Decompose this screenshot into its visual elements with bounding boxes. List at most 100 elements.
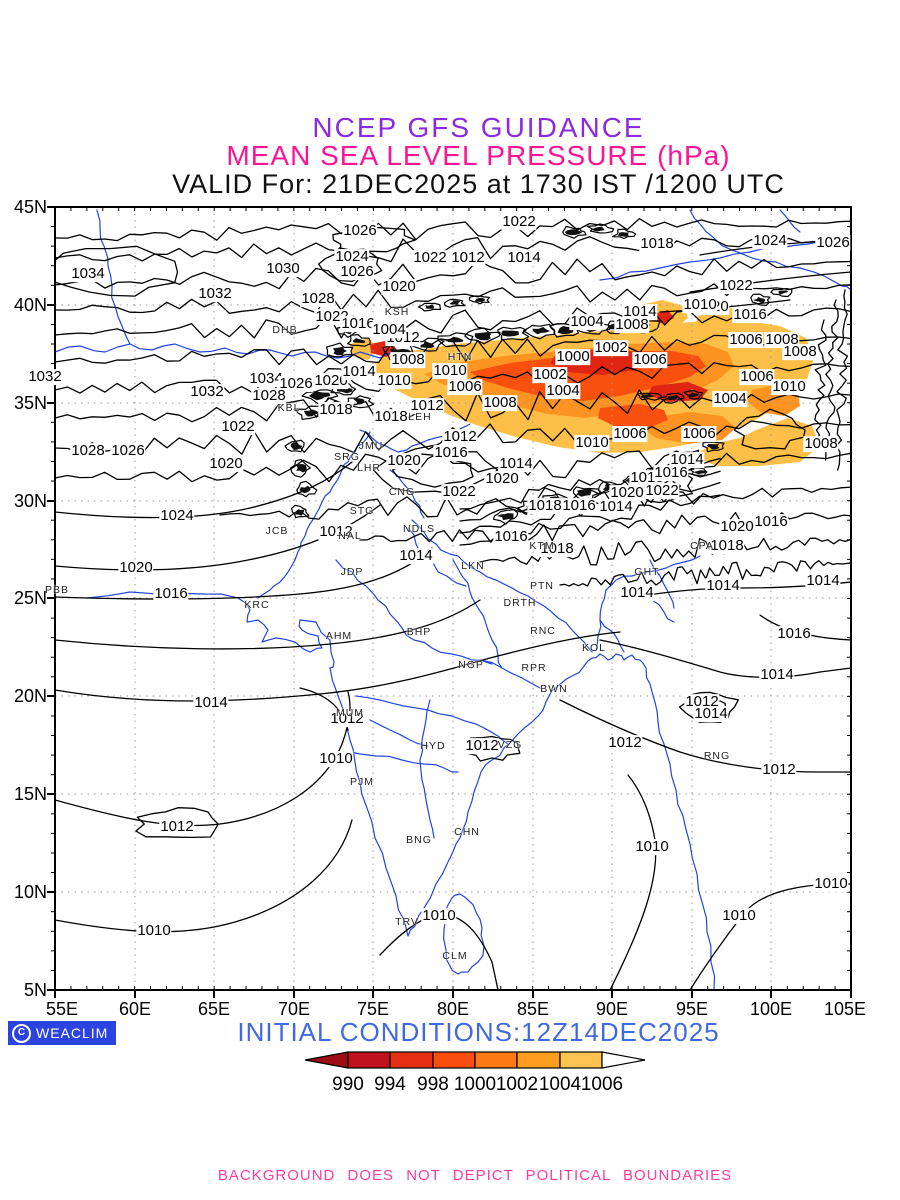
station-label: NGP [458, 659, 484, 671]
lon-tick-label: 85E [516, 999, 550, 1019]
isobar-label: 1000 [555, 348, 591, 366]
isobar-label: 1002 [532, 366, 568, 384]
isobar-label: 1006 [681, 425, 717, 443]
station-label: GHT [634, 566, 660, 578]
isobar-label: 1008 [803, 435, 839, 453]
isobar-label: 1010 [376, 372, 412, 390]
isobar-label: 1020 [719, 518, 755, 536]
isobar-label: 1014 [693, 705, 729, 723]
station-label: NDLS [402, 523, 436, 535]
copyright-icon: C [12, 1023, 31, 1043]
station-label: RPR [521, 662, 547, 674]
isobar-label: 1004 [569, 313, 605, 331]
isobar-label: 1014 [622, 303, 658, 321]
isobar-label: 1008 [764, 331, 800, 349]
isobar-label: 1028 [70, 442, 106, 460]
station-label: PJM [350, 776, 374, 788]
isobar-label: 1034 [248, 370, 284, 388]
isobar-label: 1014 [506, 249, 542, 267]
isobar-label: 1018 [318, 401, 354, 419]
station-label: DRTH [503, 597, 537, 609]
isobar-label: 1012 [607, 734, 643, 752]
lon-tick-label: 105E [823, 999, 867, 1019]
station-label: PTN [530, 580, 554, 592]
lat-tick-label: 5N [23, 980, 47, 1000]
lat-tick-label: 30N [13, 491, 47, 511]
isobar-label: 1016 [153, 585, 189, 603]
lon-tick-label: 65E [197, 999, 231, 1019]
station-label: HYD [420, 740, 446, 752]
lat-tick-label: 40N [13, 295, 47, 315]
isobar-label: 1016 [776, 625, 812, 643]
initial-conditions-line: INITIAL CONDITIONS:12Z14DEC2025 [237, 1017, 720, 1047]
lon-tick-label: 75E [356, 999, 390, 1019]
isobar-label: 1002 [593, 339, 629, 357]
isobar-label: 1014 [598, 498, 634, 516]
isobar-label: 1012 [442, 428, 478, 446]
isobar-label: 1024 [334, 248, 370, 266]
parameter-title: MEAN SEA LEVEL PRESSURE (hPa) [226, 140, 731, 171]
lon-tick-label: 70E [277, 999, 311, 1019]
station-label: AHM [325, 630, 353, 642]
isobar-label: 1010 [634, 838, 670, 856]
lat-tick-label: 25N [13, 588, 47, 608]
lat-tick-label: 35N [13, 393, 47, 413]
lat-tick-label: 10N [13, 882, 47, 902]
station-label: DHB [272, 324, 298, 336]
colorbar-tick-label: 1000 [454, 1074, 496, 1095]
isobar-label: 1010 [318, 750, 354, 768]
weaclim-logo: C WEACLIM [8, 1021, 117, 1045]
isobar-label: 1006 [728, 331, 764, 349]
isobar-label: 1016 [753, 513, 789, 531]
brand-name: WEACLIM [36, 1025, 109, 1041]
isobar-label: 1016 [653, 464, 689, 482]
lon-tick-label: 60E [118, 999, 152, 1019]
isobar-label: 1026 [278, 375, 314, 393]
station-label: JCB [265, 525, 289, 537]
station-label: KBL [277, 402, 301, 414]
lat-tick-label: 45N [13, 197, 47, 217]
lon-tick-label: 95E [675, 999, 709, 1019]
lat-tick-label: 20N [13, 686, 47, 706]
lon-tick-label: 90E [595, 999, 629, 1019]
isobar-label: 1026 [342, 222, 378, 240]
isobar-label: 1012 [318, 523, 354, 541]
isobar-label: 1032 [197, 285, 233, 303]
isobar-label: 1006 [739, 368, 775, 386]
isobar-label: 1014 [619, 584, 655, 602]
isobar-label: 1004 [545, 382, 581, 400]
station-label: BHP [406, 626, 432, 638]
isobar-label: 1014 [759, 666, 795, 684]
isobar-label: 1020 [386, 452, 422, 470]
isobar-label: 1020 [313, 372, 349, 390]
isobar-label: 1018 [639, 235, 675, 253]
station-label: MUM [335, 707, 365, 719]
colorbar-tick-label: 990 [332, 1074, 364, 1095]
isobar-label: 1020 [484, 470, 520, 488]
station-label: CPA [690, 540, 714, 552]
isobar-label: 1008 [782, 343, 818, 361]
isobar-label: 1034 [70, 265, 106, 283]
isobar-label: 1008 [482, 394, 518, 412]
station-label: BNG [406, 834, 432, 846]
isobar-label: 1010 [813, 875, 849, 893]
station-label: KRC [244, 599, 270, 611]
isobar-label: 1014 [498, 455, 534, 473]
isobar-label: 1014 [341, 363, 377, 381]
isobar-label: 1022 [718, 277, 754, 295]
isobar-label: 1006 [612, 425, 648, 443]
isobar-label: 1032 [27, 368, 63, 386]
station-label: VZG [497, 739, 523, 751]
colorbar-tick-label: 1002 [496, 1074, 538, 1095]
page-title: NCEP GFS GUIDANCE [312, 112, 645, 143]
isobar-label: 1012 [464, 737, 500, 755]
station-label: KOL [581, 642, 607, 654]
isobar-label: 1010 [421, 907, 457, 925]
isobar-label: 1014 [705, 577, 741, 595]
colorbar-tick-label: 994 [374, 1074, 406, 1095]
isobar-label: 1004 [712, 390, 748, 408]
colorbar-tick-label: 1004 [539, 1074, 582, 1095]
valid-time-line: VALID For: 21DEC2025 at 1730 IST /1200 U… [172, 169, 785, 199]
station-label: PBB [44, 584, 70, 596]
station-label: HTN [447, 351, 473, 363]
